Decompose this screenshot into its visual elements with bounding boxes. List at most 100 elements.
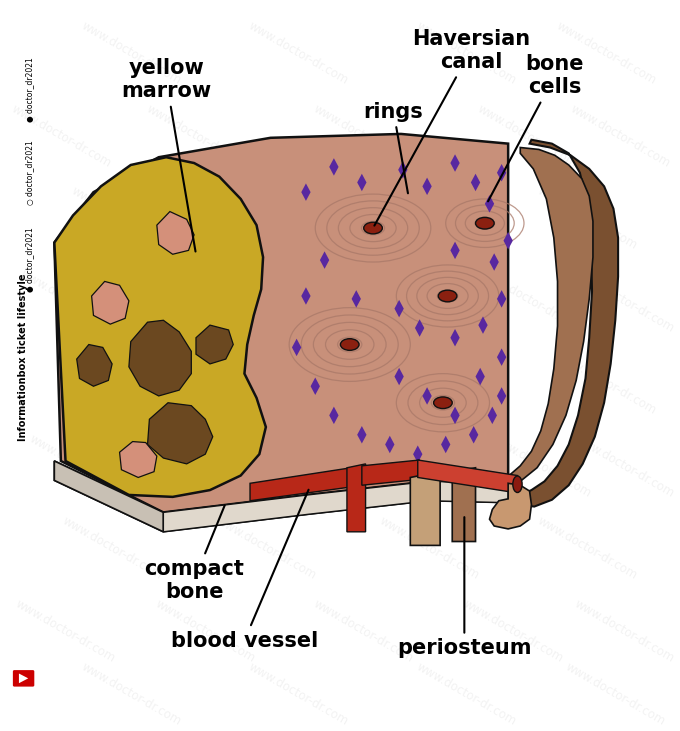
Polygon shape <box>478 317 488 334</box>
Text: www.doctor-dr.com: www.doctor-dr.com <box>14 597 118 664</box>
Polygon shape <box>352 290 361 308</box>
Text: www.doctor-dr.com: www.doctor-dr.com <box>330 432 435 500</box>
Text: www.doctor-dr.com: www.doctor-dr.com <box>386 184 490 252</box>
Polygon shape <box>120 442 157 477</box>
Polygon shape <box>357 174 367 192</box>
Polygon shape <box>301 287 311 305</box>
Polygon shape <box>422 387 432 405</box>
Text: www.doctor-dr.com: www.doctor-dr.com <box>246 20 351 87</box>
Polygon shape <box>394 368 404 385</box>
Text: www.doctor-dr.com: www.doctor-dr.com <box>460 597 565 664</box>
Polygon shape <box>450 329 460 346</box>
Text: www.doctor-dr.com: www.doctor-dr.com <box>414 20 518 87</box>
Polygon shape <box>415 319 424 337</box>
Ellipse shape <box>475 217 494 229</box>
Text: www.doctor-dr.com: www.doctor-dr.com <box>479 267 583 335</box>
Polygon shape <box>301 183 311 201</box>
Polygon shape <box>196 325 233 364</box>
Polygon shape <box>410 471 440 545</box>
Polygon shape <box>497 164 507 181</box>
Text: www.doctor-dr.com: www.doctor-dr.com <box>563 660 668 728</box>
Text: www.doctor-dr.com: www.doctor-dr.com <box>171 432 276 500</box>
Ellipse shape <box>513 476 522 493</box>
Text: www.doctor-dr.com: www.doctor-dr.com <box>311 102 416 170</box>
Text: www.doctor-dr.com: www.doctor-dr.com <box>237 349 341 417</box>
Text: www.doctor-dr.com: www.doctor-dr.com <box>573 432 677 500</box>
Polygon shape <box>469 426 478 444</box>
Text: compact
bone: compact bone <box>144 505 244 602</box>
Text: www.doctor-dr.com: www.doctor-dr.com <box>405 349 509 417</box>
Text: www.doctor-dr.com: www.doctor-dr.com <box>573 267 677 335</box>
Polygon shape <box>54 157 266 497</box>
Text: yellow
marrow: yellow marrow <box>121 58 211 251</box>
Text: www.doctor-dr.com: www.doctor-dr.com <box>88 349 192 417</box>
Polygon shape <box>163 481 508 532</box>
Ellipse shape <box>341 338 359 350</box>
Polygon shape <box>488 406 497 424</box>
Text: Haversian
canal: Haversian canal <box>375 29 530 226</box>
Text: www.doctor-dr.com: www.doctor-dr.com <box>488 432 593 500</box>
Polygon shape <box>485 195 494 213</box>
Polygon shape <box>54 461 508 532</box>
Polygon shape <box>385 436 394 453</box>
Text: www.doctor-dr.com: www.doctor-dr.com <box>214 515 318 582</box>
Polygon shape <box>320 251 329 269</box>
Ellipse shape <box>434 397 452 409</box>
Text: www.doctor-dr.com: www.doctor-dr.com <box>69 184 173 252</box>
Polygon shape <box>54 134 508 512</box>
Polygon shape <box>503 232 513 249</box>
Polygon shape <box>19 673 29 683</box>
Polygon shape <box>450 242 460 259</box>
Text: bone
cells: bone cells <box>488 54 584 201</box>
Text: www.doctor-dr.com: www.doctor-dr.com <box>228 184 332 252</box>
Text: www.doctor-dr.com: www.doctor-dr.com <box>321 267 425 335</box>
Text: www.doctor-dr.com: www.doctor-dr.com <box>60 515 165 582</box>
Text: www.doctor-dr.com: www.doctor-dr.com <box>535 184 640 252</box>
Text: rings: rings <box>364 102 424 193</box>
Polygon shape <box>398 161 407 178</box>
Text: www.doctor-dr.com: www.doctor-dr.com <box>554 349 658 417</box>
Polygon shape <box>497 349 507 366</box>
Polygon shape <box>77 344 112 386</box>
Polygon shape <box>329 158 339 175</box>
Polygon shape <box>347 464 366 532</box>
Polygon shape <box>475 368 485 385</box>
Text: www.doctor-dr.com: www.doctor-dr.com <box>568 102 673 170</box>
Text: www.doctor-dr.com: www.doctor-dr.com <box>554 20 658 87</box>
Polygon shape <box>413 445 422 463</box>
Text: www.doctor-dr.com: www.doctor-dr.com <box>163 267 267 335</box>
Polygon shape <box>329 406 339 424</box>
Text: Informationbox ticket lifestyle: Informationbox ticket lifestyle <box>18 273 28 441</box>
FancyBboxPatch shape <box>13 670 34 686</box>
Text: ○ doctor_dr2021: ○ doctor_dr2021 <box>26 140 35 205</box>
Text: www.doctor-dr.com: www.doctor-dr.com <box>475 102 579 170</box>
Polygon shape <box>157 211 194 254</box>
Text: www.doctor-dr.com: www.doctor-dr.com <box>143 102 248 170</box>
Text: www.doctor-dr.com: www.doctor-dr.com <box>535 515 640 582</box>
Polygon shape <box>450 154 460 172</box>
Text: www.doctor-dr.com: www.doctor-dr.com <box>18 267 122 335</box>
Ellipse shape <box>438 290 457 302</box>
Polygon shape <box>499 148 593 487</box>
Polygon shape <box>422 178 432 195</box>
Text: www.doctor-dr.com: www.doctor-dr.com <box>9 102 113 170</box>
Polygon shape <box>292 338 301 356</box>
Text: www.doctor-dr.com: www.doctor-dr.com <box>246 660 351 728</box>
Polygon shape <box>311 377 320 395</box>
Text: www.doctor-dr.com: www.doctor-dr.com <box>414 660 518 728</box>
Polygon shape <box>250 466 364 501</box>
Polygon shape <box>362 460 420 485</box>
Ellipse shape <box>364 222 382 234</box>
Polygon shape <box>357 426 367 444</box>
Polygon shape <box>497 290 507 308</box>
Polygon shape <box>418 460 517 493</box>
Polygon shape <box>54 461 163 532</box>
Text: ● doctor_dr2021: ● doctor_dr2021 <box>26 228 35 292</box>
Polygon shape <box>452 468 475 542</box>
Text: www.doctor-dr.com: www.doctor-dr.com <box>78 20 183 87</box>
Polygon shape <box>511 140 618 507</box>
Text: www.doctor-dr.com: www.doctor-dr.com <box>78 660 183 728</box>
Polygon shape <box>441 436 450 453</box>
Text: www.doctor-dr.com: www.doctor-dr.com <box>377 515 481 582</box>
Polygon shape <box>129 320 191 396</box>
